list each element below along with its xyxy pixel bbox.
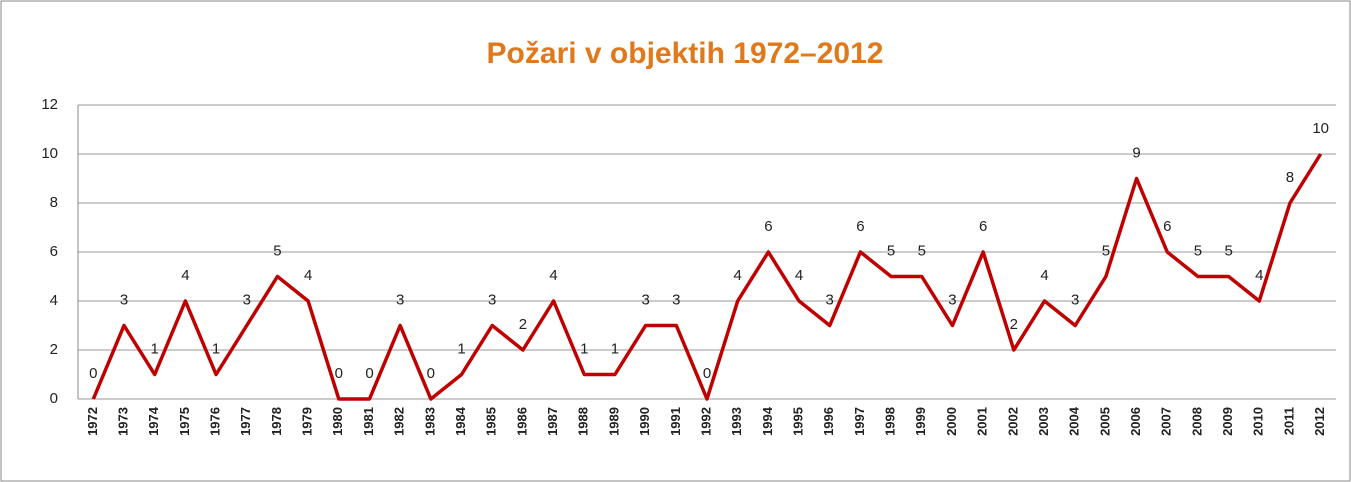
data-label: 3: [641, 291, 649, 308]
data-label: 4: [181, 267, 189, 284]
x-tick-label: 1979: [300, 407, 315, 436]
x-tick-label: 1986: [514, 407, 529, 436]
data-label: 3: [243, 291, 251, 308]
x-tick-label: 1972: [85, 407, 100, 436]
y-tick-label: 0: [50, 390, 58, 407]
x-tick-label: 2000: [944, 407, 959, 436]
data-label: 4: [304, 267, 312, 284]
y-tick-label: 2: [50, 341, 58, 358]
data-label: 2: [519, 316, 527, 333]
data-label: 3: [948, 291, 956, 308]
x-tick-label: 2012: [1312, 407, 1327, 436]
data-label: 0: [703, 365, 711, 382]
x-tick-label: 1977: [238, 407, 253, 436]
x-tick-label: 2008: [1189, 407, 1204, 436]
data-label: 3: [488, 291, 496, 308]
data-label: 6: [764, 218, 772, 235]
x-tick-label: 1974: [146, 406, 161, 436]
data-label: 5: [1102, 242, 1110, 259]
x-tick-label: 2009: [1220, 407, 1235, 436]
x-tick-label: 1981: [361, 407, 376, 436]
data-label: 1: [580, 340, 588, 357]
data-label: 0: [427, 365, 435, 382]
x-tick-label: 2006: [1128, 407, 1143, 436]
x-tick-label: 1978: [269, 407, 284, 436]
x-tick-label: 2005: [1097, 407, 1112, 436]
data-label: 1: [611, 340, 619, 357]
x-tick-label: 1984: [453, 406, 468, 436]
x-tick-label: 1994: [760, 406, 775, 436]
chart-title: Požari v objektih 1972–2012: [487, 37, 884, 70]
y-tick-label: 12: [41, 96, 58, 113]
x-tick-label: 1998: [883, 407, 898, 436]
x-tick-label: 2004: [1067, 406, 1082, 436]
x-tick-label: 1996: [821, 407, 836, 436]
x-tick-label: 2011: [1281, 407, 1296, 435]
data-label: 6: [1163, 218, 1171, 235]
x-tick-label: 1990: [637, 407, 652, 436]
x-tick-label: 1973: [115, 407, 130, 436]
data-label: 4: [549, 267, 557, 284]
x-tick-label: 1987: [545, 407, 560, 436]
data-label: 4: [1255, 267, 1263, 284]
data-label: 10: [1312, 120, 1329, 137]
data-label: 6: [856, 218, 864, 235]
x-tick-label: 1980: [330, 407, 345, 436]
data-label: 3: [396, 291, 404, 308]
x-tick-label: 1975: [177, 407, 192, 436]
x-tick-label: 2010: [1251, 407, 1266, 436]
x-tick-label: 2007: [1159, 407, 1174, 436]
data-label: 8: [1286, 169, 1294, 186]
data-label: 4: [795, 267, 803, 284]
data-label: 3: [826, 291, 834, 308]
data-label: 5: [918, 242, 926, 259]
y-tick-label: 4: [50, 292, 58, 309]
x-tick-label: 1997: [852, 407, 867, 436]
x-tick-label: 1985: [484, 407, 499, 436]
x-tick-label: 1991: [668, 407, 683, 436]
x-tick-label: 1999: [913, 407, 928, 436]
data-label: 1: [151, 340, 159, 357]
data-label: 9: [1132, 144, 1140, 161]
data-label: 1: [212, 340, 220, 357]
line-series: [91, 153, 1323, 401]
data-label: 0: [335, 365, 343, 382]
data-label: 5: [1194, 242, 1202, 259]
data-label: 5: [1224, 242, 1232, 259]
data-label: 2: [1010, 316, 1018, 333]
data-label: 4: [734, 267, 742, 284]
x-tick-label: 1992: [698, 407, 713, 436]
data-label: 4: [1040, 267, 1048, 284]
x-tick-label: 1982: [392, 407, 407, 436]
x-tick-label: 2002: [1005, 407, 1020, 436]
data-label: 0: [89, 365, 97, 382]
x-tick-label: 2003: [1036, 407, 1051, 436]
data-label: 5: [887, 242, 895, 259]
x-tick-label: 1976: [208, 407, 223, 436]
y-tick-label: 10: [41, 145, 58, 162]
data-label: 1: [457, 340, 465, 357]
x-tick-label: 1989: [606, 407, 621, 436]
x-tick-label: 1983: [422, 407, 437, 436]
x-tick-label: 1995: [790, 407, 805, 436]
data-label: 3: [672, 291, 680, 308]
data-label: 6: [979, 218, 987, 235]
x-tick-label: 2001: [975, 407, 990, 436]
y-tick-label: 6: [50, 243, 58, 260]
data-label: 3: [120, 291, 128, 308]
x-tick-label: 1988: [576, 407, 591, 436]
data-label: 0: [365, 365, 373, 382]
data-label: 3: [1071, 291, 1079, 308]
data-label: 5: [273, 242, 281, 259]
y-tick-label: 8: [50, 194, 58, 211]
x-tick-label: 1993: [729, 407, 744, 436]
